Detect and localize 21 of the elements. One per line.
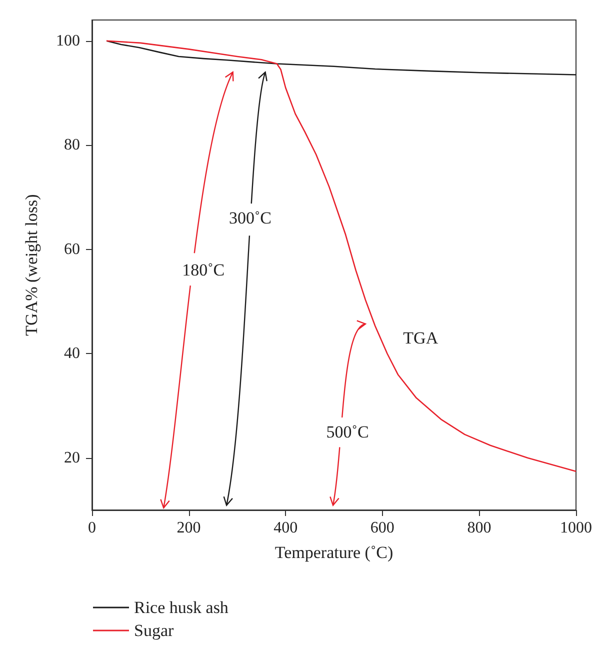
legend-label: Rice husk ash — [134, 598, 229, 617]
y-tick-label: 40 — [64, 345, 80, 362]
x-axis-title: Temperature (˚C) — [274, 543, 394, 562]
line-series — [106, 40, 577, 76]
x-tick-label: 400 — [274, 520, 298, 536]
annotation: 180˚C — [182, 260, 225, 280]
x-tick-label: 1000 — [560, 520, 592, 536]
x-tick-label: 0 — [88, 520, 96, 536]
y-tick-label: 20 — [64, 449, 80, 466]
y-tick-label: 100 — [56, 32, 80, 50]
annotation: 500˚C — [326, 422, 369, 442]
y-axis-title: TGA% (weight loss) — [22, 194, 41, 336]
x-tick-label: 200 — [176, 520, 201, 536]
legend-label: Sugar — [134, 621, 174, 640]
annotation: TGA — [403, 328, 439, 348]
x-tick-label: 600 — [370, 520, 394, 536]
y-tick-label: 60 — [64, 240, 80, 258]
annotation: 300˚C — [229, 208, 272, 228]
y-tick-label: 80 — [64, 136, 80, 154]
x-tick-label: 800 — [467, 520, 492, 536]
line-series — [106, 40, 577, 472]
